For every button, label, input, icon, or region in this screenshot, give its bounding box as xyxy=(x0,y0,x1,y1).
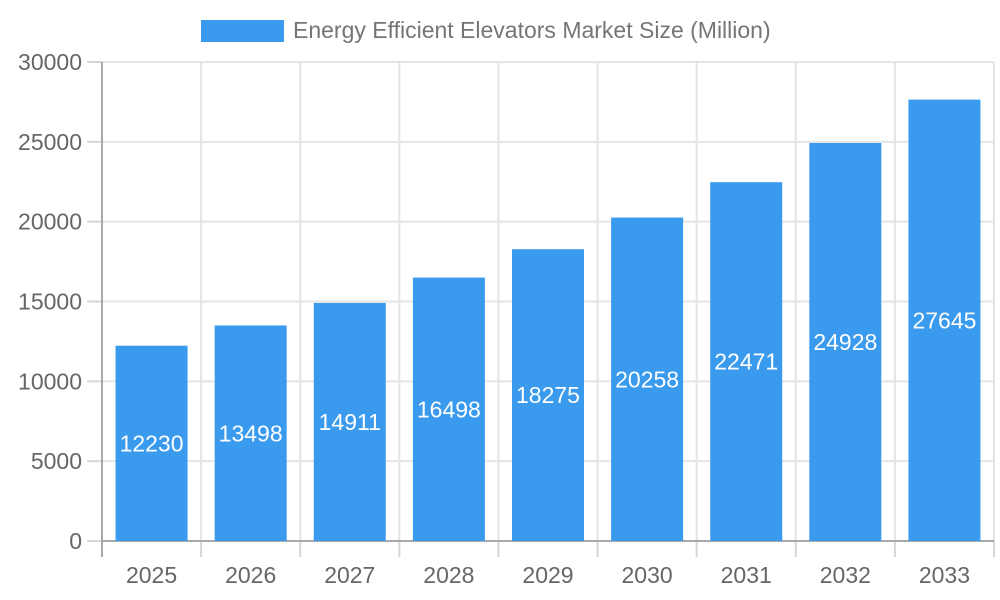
y-axis-tick-label: 30000 xyxy=(18,49,82,75)
x-axis-tick-label: 2029 xyxy=(522,562,573,588)
x-axis-tick-label: 2031 xyxy=(721,562,772,588)
x-axis-tick-label: 2032 xyxy=(820,562,871,588)
y-axis-tick-label: 25000 xyxy=(18,129,82,155)
chart-title: Energy Efficient Elevators Market Size (… xyxy=(293,17,771,43)
y-axis-tick-label: 0 xyxy=(69,528,82,554)
bar xyxy=(313,302,386,541)
bar-value-label: 14911 xyxy=(319,409,381,435)
bar-value-label: 20258 xyxy=(615,366,679,392)
bar xyxy=(908,99,981,541)
x-axis-tick-label: 2033 xyxy=(919,562,970,588)
y-axis-tick-label: 10000 xyxy=(18,368,82,394)
bar xyxy=(611,217,684,541)
bar xyxy=(412,277,485,541)
bar xyxy=(710,182,783,542)
y-axis-tick-label: 15000 xyxy=(18,289,82,315)
bar-value-label: 16498 xyxy=(417,396,481,422)
x-axis-tick-label: 2027 xyxy=(324,562,375,588)
bar-value-label: 22471 xyxy=(714,349,778,375)
x-axis-tick-label: 2025 xyxy=(126,562,177,588)
x-axis-tick-label: 2030 xyxy=(622,562,673,588)
bar-value-label: 18275 xyxy=(516,382,580,408)
bar xyxy=(512,249,584,541)
legend-color-swatch xyxy=(201,19,284,42)
bar xyxy=(214,325,287,541)
x-axis-tick-label: 2028 xyxy=(423,562,474,588)
legend-item[interactable]: Energy Efficient Elevators Market Size (… xyxy=(201,17,771,44)
bar-value-label: 13498 xyxy=(219,420,283,446)
bar-value-label: 12230 xyxy=(120,430,184,456)
bar-value-label: 24928 xyxy=(813,329,877,355)
y-axis-tick-label: 20000 xyxy=(18,209,82,235)
y-axis-tick-label: 5000 xyxy=(31,448,82,474)
x-axis-tick-label: 2026 xyxy=(225,562,276,588)
bar-value-label: 27645 xyxy=(912,307,976,333)
bar xyxy=(809,142,882,541)
bar xyxy=(115,345,188,541)
